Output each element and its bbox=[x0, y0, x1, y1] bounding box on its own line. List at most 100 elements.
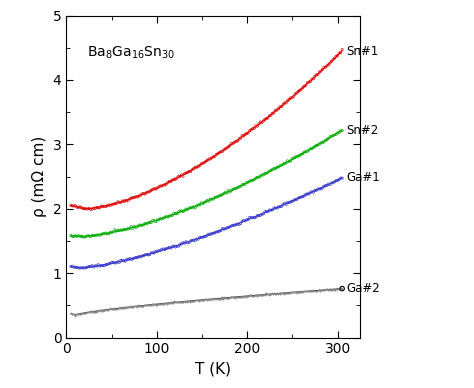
Point bbox=[138, 253, 146, 259]
Point bbox=[288, 156, 296, 162]
Point bbox=[259, 292, 267, 298]
Point bbox=[72, 312, 79, 319]
Point bbox=[278, 104, 285, 110]
Point bbox=[228, 187, 235, 194]
Point bbox=[153, 302, 161, 308]
Point bbox=[208, 230, 216, 236]
Point bbox=[150, 218, 158, 224]
Point bbox=[147, 250, 155, 256]
Point bbox=[129, 304, 137, 310]
Point bbox=[287, 289, 294, 296]
Point bbox=[122, 305, 130, 311]
Point bbox=[335, 50, 343, 56]
Point bbox=[231, 222, 238, 228]
Point bbox=[198, 297, 205, 303]
Point bbox=[72, 203, 79, 209]
Point bbox=[288, 198, 296, 204]
Point bbox=[202, 296, 210, 303]
Point bbox=[293, 289, 301, 296]
Point bbox=[157, 301, 164, 307]
Point bbox=[179, 173, 187, 179]
Point bbox=[300, 288, 308, 294]
Point bbox=[144, 302, 152, 308]
Point bbox=[156, 215, 164, 222]
Point bbox=[331, 132, 338, 138]
Point bbox=[310, 76, 317, 82]
Point bbox=[332, 131, 340, 137]
Point bbox=[302, 288, 310, 294]
Point bbox=[322, 286, 329, 293]
Point bbox=[205, 297, 212, 303]
Point bbox=[258, 292, 266, 298]
Text: Sn#2: Sn#2 bbox=[346, 124, 379, 137]
Point bbox=[132, 194, 140, 200]
Point bbox=[96, 232, 103, 238]
Point bbox=[128, 304, 136, 310]
Point bbox=[193, 236, 201, 242]
Point bbox=[82, 310, 89, 316]
Point bbox=[68, 311, 75, 317]
Point bbox=[121, 304, 129, 310]
Point bbox=[69, 233, 76, 239]
Point bbox=[196, 234, 203, 241]
Point bbox=[160, 246, 167, 252]
Point bbox=[283, 100, 290, 106]
Point bbox=[94, 232, 102, 238]
Point bbox=[137, 254, 145, 260]
Point bbox=[141, 252, 149, 258]
Point bbox=[211, 194, 219, 201]
Point bbox=[199, 201, 207, 207]
Point bbox=[119, 305, 127, 311]
Point bbox=[165, 244, 173, 250]
Point bbox=[219, 225, 226, 232]
Point bbox=[241, 132, 249, 138]
Point bbox=[233, 293, 241, 300]
Point bbox=[159, 300, 166, 306]
Point bbox=[298, 289, 305, 295]
Point bbox=[195, 298, 202, 304]
Point bbox=[97, 231, 105, 237]
Point bbox=[253, 293, 261, 299]
Point bbox=[311, 73, 319, 80]
Point bbox=[273, 205, 281, 211]
Point bbox=[314, 287, 321, 293]
Point bbox=[172, 176, 179, 182]
Point bbox=[69, 311, 76, 317]
Point bbox=[191, 298, 198, 304]
Point bbox=[167, 245, 175, 251]
Point bbox=[117, 199, 125, 206]
Point bbox=[70, 264, 78, 270]
Point bbox=[116, 227, 123, 234]
Point bbox=[70, 234, 78, 240]
Point bbox=[225, 224, 232, 230]
Point bbox=[116, 259, 123, 265]
Point bbox=[199, 160, 207, 166]
Point bbox=[237, 183, 245, 189]
Point bbox=[311, 187, 319, 194]
Point bbox=[164, 300, 172, 306]
Point bbox=[323, 63, 331, 69]
Point bbox=[111, 227, 118, 233]
Point bbox=[330, 287, 338, 293]
Point bbox=[132, 224, 140, 230]
Point bbox=[214, 229, 222, 235]
Point bbox=[299, 85, 307, 91]
Point bbox=[73, 233, 81, 239]
Point bbox=[299, 151, 307, 157]
Point bbox=[140, 253, 147, 259]
Point bbox=[196, 202, 203, 208]
Point bbox=[163, 181, 170, 187]
Point bbox=[138, 191, 146, 197]
Point bbox=[319, 185, 326, 191]
Point bbox=[207, 156, 214, 162]
Point bbox=[245, 130, 252, 136]
Point bbox=[230, 294, 238, 300]
Point bbox=[240, 133, 247, 139]
Point bbox=[270, 290, 278, 296]
Point bbox=[120, 226, 128, 232]
Point bbox=[217, 149, 225, 155]
Point bbox=[110, 305, 118, 312]
Point bbox=[94, 308, 102, 314]
Point bbox=[158, 216, 165, 222]
Point bbox=[229, 140, 237, 146]
